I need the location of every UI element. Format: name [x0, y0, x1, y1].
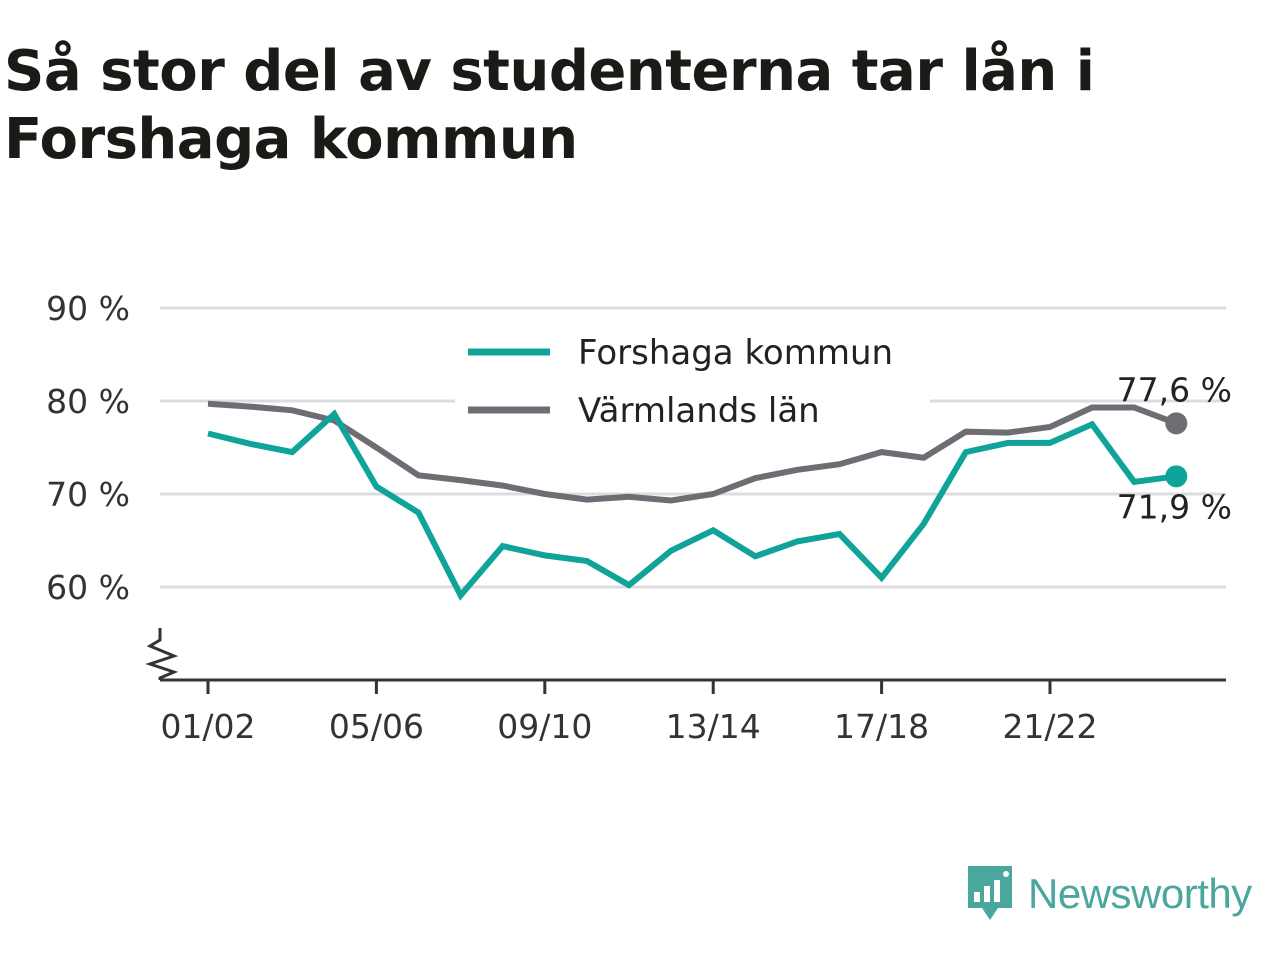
brand-name: Newsworthy: [1028, 870, 1252, 917]
y-tick-label: 80 %: [46, 382, 130, 421]
y-tick-label: 60 %: [46, 568, 130, 607]
series-line-varmland: [207, 400, 1178, 504]
legend: Forshaga kommun Värmlands län: [455, 324, 930, 442]
series-endpoints: 71,9 % 77,6 %: [1117, 370, 1232, 526]
x-tick-label: 21/22: [1002, 707, 1097, 746]
endpoint-label: 71,9 %: [1117, 487, 1232, 526]
y-tick-label: 90 %: [46, 289, 130, 328]
brand-logo: Newsworthy: [964, 862, 1252, 926]
gridlines: [160, 306, 1226, 589]
x-axis-ticks: 01/02 05/06 09/10 13/14 17/18 21/22: [160, 680, 1098, 746]
legend-label: Värmlands län: [578, 391, 820, 431]
legend-label: Forshaga kommun: [578, 333, 893, 373]
x-tick-label: 05/06: [329, 707, 424, 746]
x-tick-label: 13/14: [666, 707, 761, 746]
legend-background: [455, 324, 930, 442]
y-tick-label: 70 %: [46, 475, 130, 514]
newsworthy-logo-icon: [968, 866, 1012, 920]
x-tick-label: 01/02: [160, 707, 255, 746]
series-lines: [207, 400, 1178, 601]
x-tick-label: 09/10: [497, 707, 592, 746]
endpoint-marker: [1165, 412, 1188, 435]
endpoint-marker: [1165, 465, 1188, 488]
chart-title: Så stor del av studenterna tar lån i For…: [4, 39, 1095, 172]
x-tick-label: 17/18: [834, 707, 929, 746]
axis-break-icon: [145, 628, 179, 680]
y-axis-tick-labels: 90 % 80 % 70 % 60 %: [46, 289, 130, 607]
x-axis: [145, 628, 1226, 682]
series-line-forshaga: [207, 409, 1177, 601]
endpoint-label: 77,6 %: [1117, 370, 1232, 409]
